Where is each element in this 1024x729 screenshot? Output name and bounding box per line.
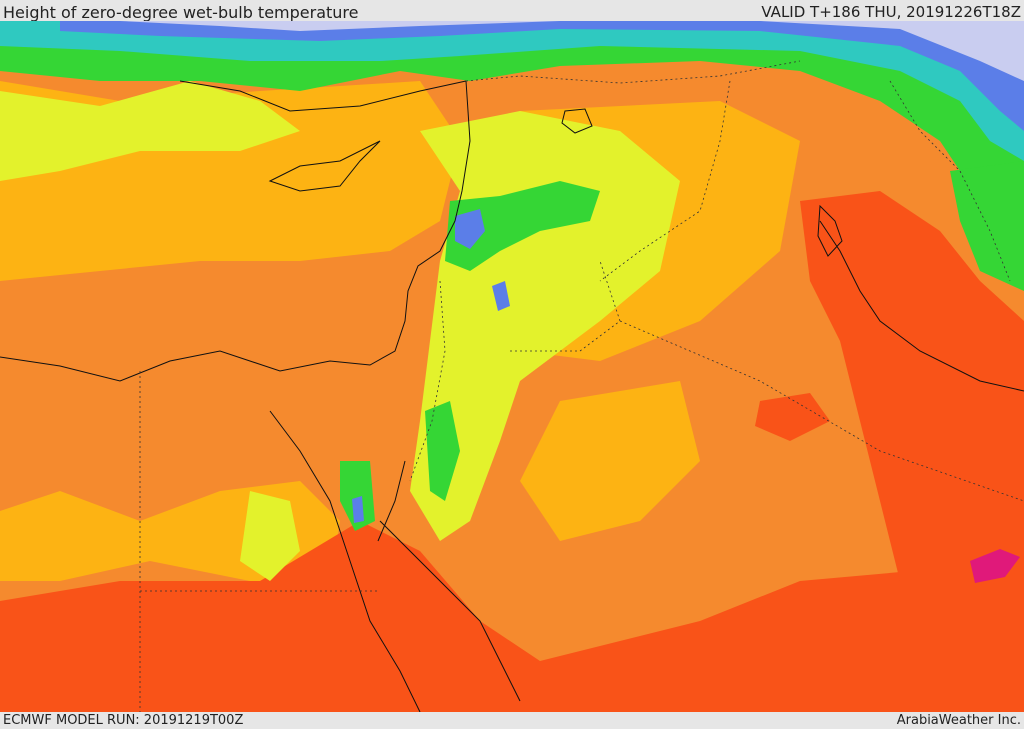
cyan-region-north [0,21,1024,161]
light-orange-region-arabia [520,381,700,541]
red-orange-patch-iraq [755,393,830,441]
model-run-label: ECMWF MODEL RUN: 20191219T00Z [3,713,244,728]
credit-label: ArabiaWeather Inc. [896,713,1021,728]
lake-tharthar [817,204,843,257]
border-israel-jordan [409,280,446,482]
coastline-gulf-of-aqaba [377,460,406,542]
map-canvas [0,21,1024,712]
very-low-region-north [120,21,1024,81]
coastline-red-sea-east [379,520,521,702]
valid-time: VALID T+186 THU, 20191226T18Z [761,3,1021,21]
coastline-north-africa [0,80,471,382]
green-region-sinai [340,461,375,531]
blue-patch-sinai [352,496,364,523]
weather-map[interactable] [0,21,1024,712]
red-orange-region-east [800,191,1024,581]
blue-patch-lebanon [455,209,485,249]
border-iraq-saudi [619,320,1024,502]
borders [139,60,1024,712]
map-title: Height of zero-degree wet-bulb temperatu… [3,3,359,21]
green-region-jordan-valley [425,401,460,501]
red-orange-region-south [0,521,1024,712]
coastline-persian-gulf [819,220,1024,392]
border-turkey-syria [465,60,801,84]
yellow-green-region-sinai [240,491,300,581]
green-region-east-edge [950,161,1024,291]
magenta-patch [970,549,1020,583]
coastline-red-sea-west [269,410,421,712]
yellow-green-region-north [0,81,300,181]
coastline-turkey [179,80,467,112]
blue-patch-jordan [492,281,510,311]
coastlines [0,80,1024,712]
border-syria-iraq [599,80,731,282]
lake-van [561,108,593,134]
green-region-north-band [0,21,1024,221]
coastline-cyprus [268,140,381,192]
header-bar: Height of zero-degree wet-bulb temperatu… [0,0,1024,21]
footer-bar: ECMWF MODEL RUN: 20191219T00Z ArabiaWeat… [0,712,1024,729]
border-jordan-saudi [510,260,621,352]
green-region-lebanon [445,181,600,271]
